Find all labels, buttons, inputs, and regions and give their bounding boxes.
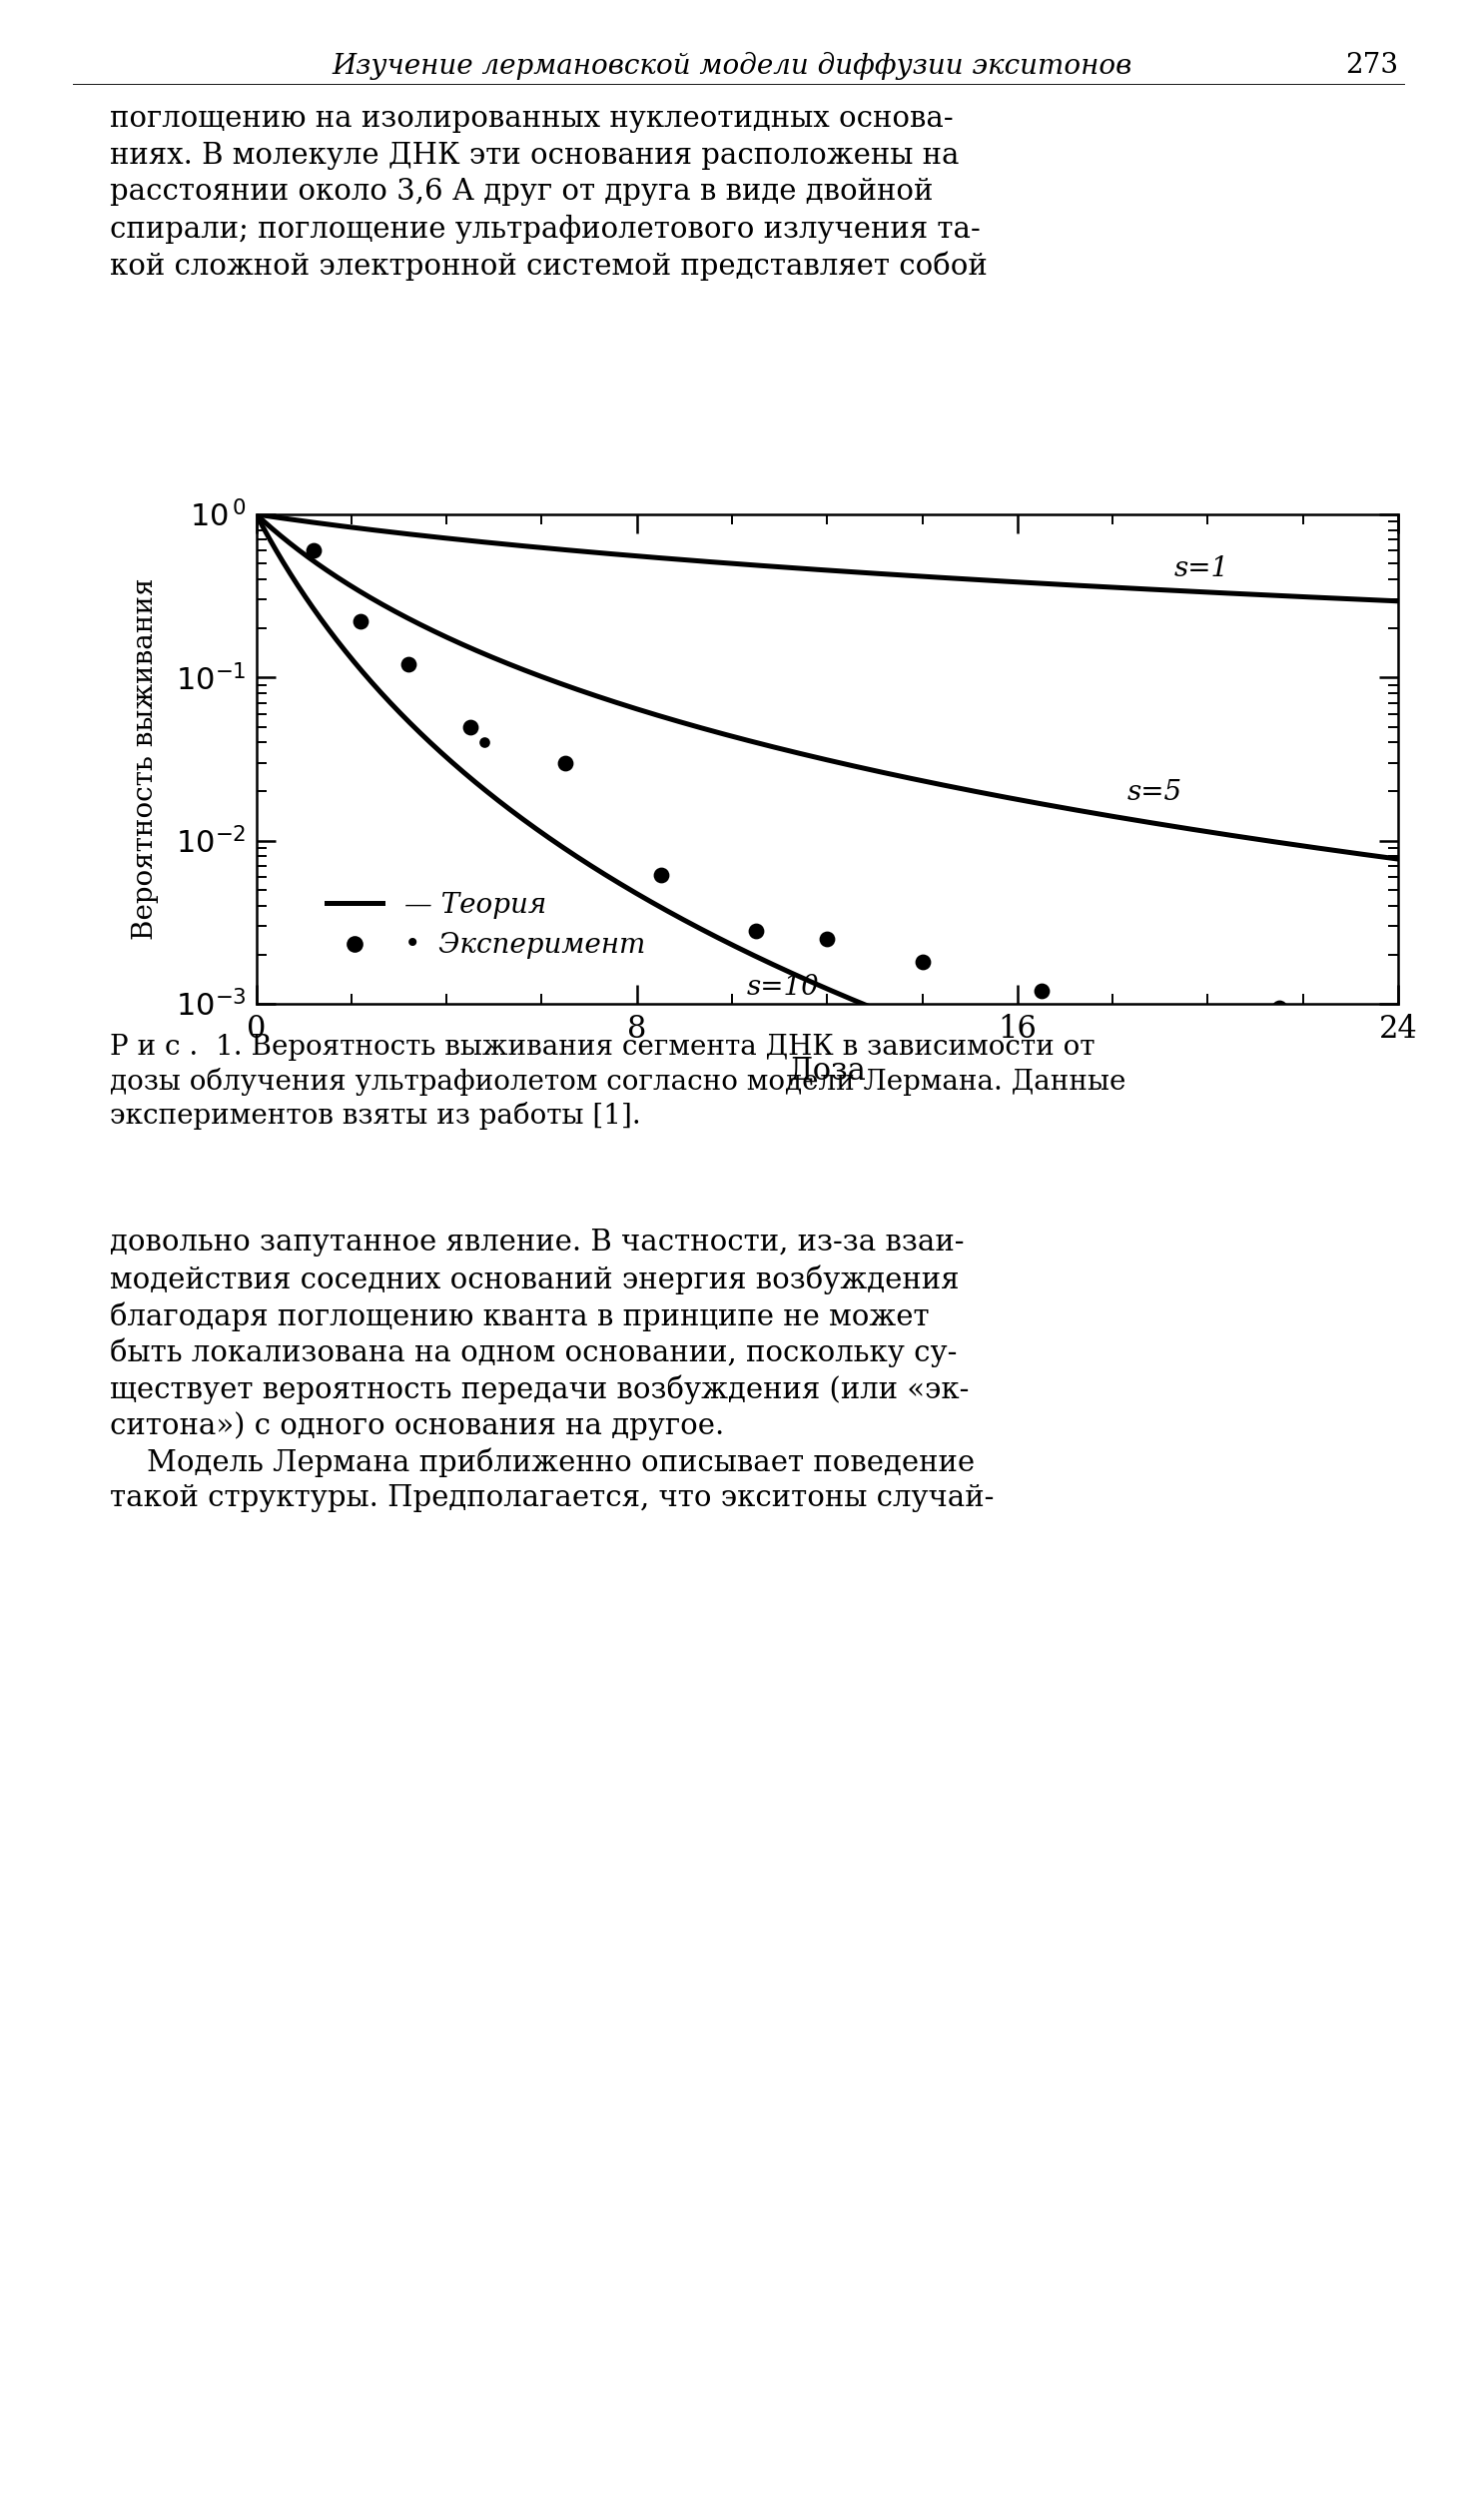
Point — [815, 920, 839, 960]
Point — [458, 706, 482, 746]
Legend: — Теория, •  Эксперимент: — Теория, • Эксперимент — [316, 879, 657, 970]
X-axis label: Доза: Доза — [788, 1056, 867, 1086]
Text: быть локализована на одном основании, поскольку су-: быть локализована на одном основании, по… — [110, 1338, 957, 1368]
Point — [553, 743, 577, 784]
Text: ществует вероятность передачи возбуждения (или «эк-: ществует вероятность передачи возбуждени… — [110, 1376, 969, 1404]
Point — [1029, 970, 1053, 1011]
Point — [473, 723, 496, 764]
Text: ситона») с одного основания на другое.: ситона») с одного основания на другое. — [110, 1411, 725, 1439]
Text: Модель Лермана приближенно описывает поведение: Модель Лермана приближенно описывает пов… — [110, 1449, 975, 1477]
Point — [911, 942, 934, 983]
Text: модействия соседних оснований энергия возбуждения: модействия соседних оснований энергия во… — [110, 1265, 959, 1295]
Point — [350, 602, 372, 643]
Text: s=5: s=5 — [1127, 779, 1181, 806]
Point — [397, 645, 420, 685]
Text: спирали; поглощение ультрафиолетового излучения та-: спирали; поглощение ультрафиолетового из… — [110, 214, 981, 244]
Point — [744, 910, 767, 950]
Text: экспериментов взяты из работы [1].: экспериментов взяты из работы [1]. — [110, 1101, 641, 1129]
Text: Р и с .  1. Вероятность выживания сегмента ДНК в зависимости от: Р и с . 1. Вероятность выживания сегмент… — [110, 1033, 1095, 1061]
Y-axis label: Вероятность выживания: Вероятность выживания — [132, 577, 160, 940]
Point — [302, 529, 325, 570]
Text: поглощению на изолированных нуклеотидных основа-: поглощению на изолированных нуклеотидных… — [110, 106, 953, 134]
Text: довольно запутанное явление. В частности, из-за взаи-: довольно запутанное явление. В частности… — [110, 1230, 965, 1257]
Text: кой сложной электронной системой представляет собой: кой сложной электронной системой предста… — [110, 252, 987, 280]
Text: s=1: s=1 — [1174, 554, 1230, 582]
Point — [649, 854, 672, 895]
Point — [1268, 988, 1291, 1028]
Text: 273: 273 — [1345, 53, 1398, 78]
Text: s=10: s=10 — [747, 973, 818, 1000]
Text: дозы облучения ультрафиолетом согласно модели Лермана. Данные: дозы облучения ультрафиолетом согласно м… — [110, 1068, 1126, 1096]
Text: ниях. В молекуле ДНК эти основания расположены на: ниях. В молекуле ДНК эти основания распо… — [110, 141, 959, 169]
Text: такой структуры. Предполагается, что экситоны случай-: такой структуры. Предполагается, что экс… — [110, 1484, 994, 1512]
Text: благодаря поглощению кванта в принципе не может: благодаря поглощению кванта в принципе н… — [110, 1303, 930, 1331]
Text: Изучение лермановской модели диффузии экситонов: Изучение лермановской модели диффузии эк… — [332, 53, 1132, 81]
Text: расстоянии около 3,6 А друг от друга в виде двойной: расстоянии около 3,6 А друг от друга в в… — [110, 179, 933, 207]
